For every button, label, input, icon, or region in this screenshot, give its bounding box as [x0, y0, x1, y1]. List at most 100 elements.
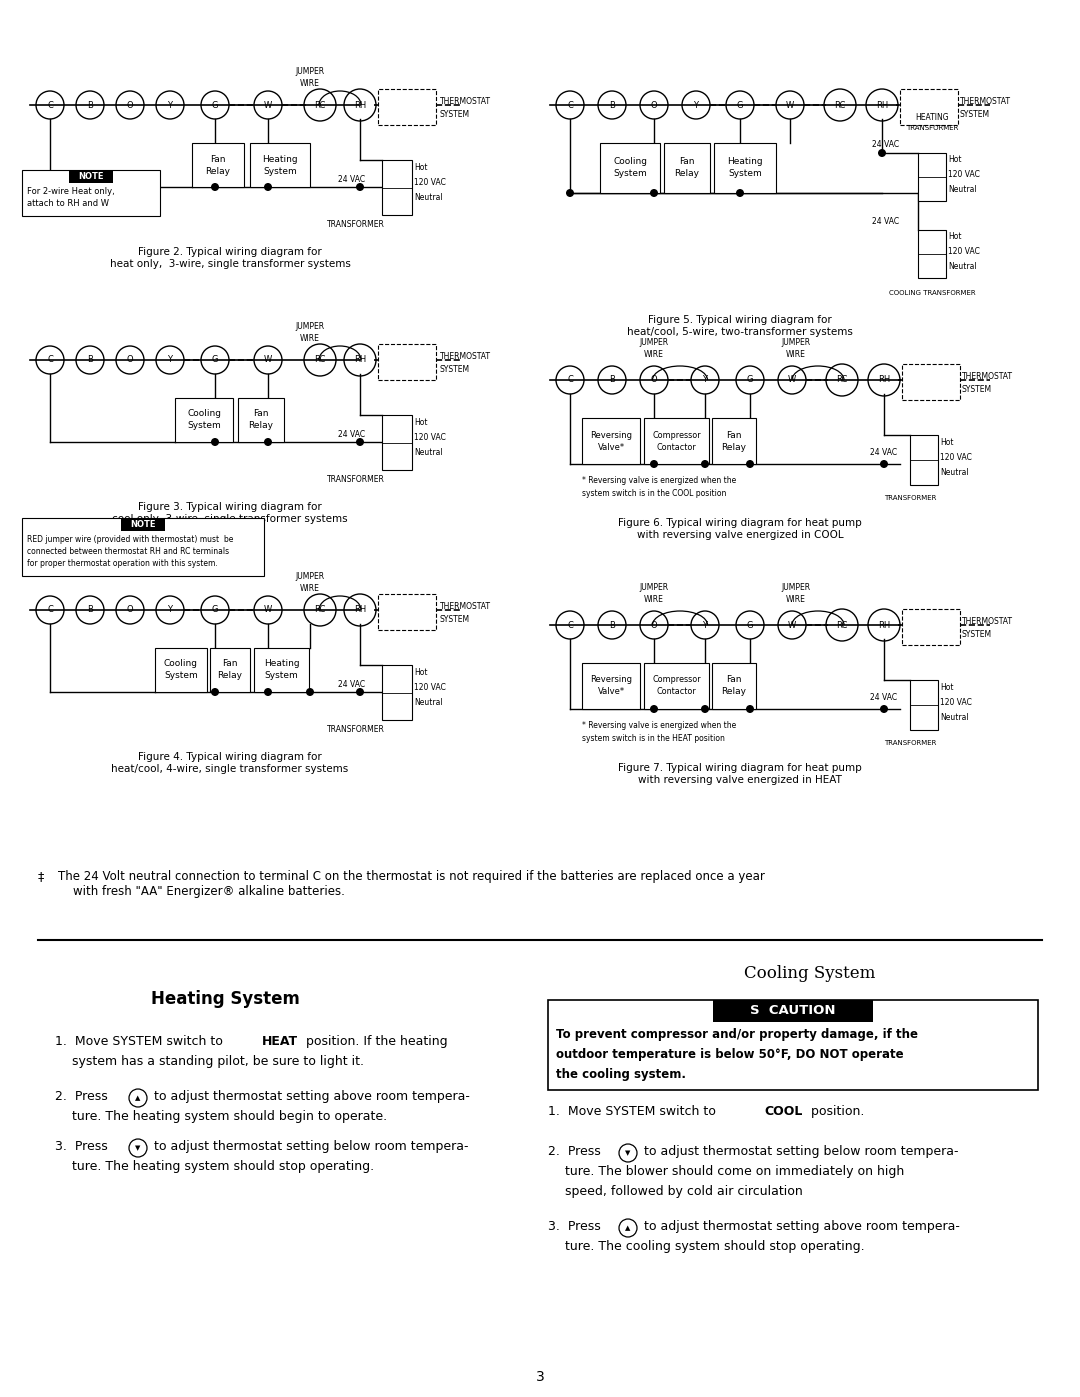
Text: Contactor: Contactor [657, 443, 697, 451]
Text: Hot: Hot [940, 683, 954, 692]
Circle shape [264, 439, 272, 446]
Text: RH: RH [876, 101, 888, 109]
Text: TRANSFORMER: TRANSFORMER [883, 740, 936, 746]
Text: Heating: Heating [262, 155, 298, 163]
Circle shape [701, 705, 708, 712]
Bar [378, 594, 436, 630]
Bar [910, 680, 939, 731]
Text: Hot: Hot [948, 155, 961, 163]
Text: Y: Y [167, 355, 173, 365]
Text: ‡: ‡ [38, 870, 44, 883]
Text: system switch is in the COOL position: system switch is in the COOL position [582, 489, 727, 497]
Text: JUMPER: JUMPER [296, 571, 325, 581]
Text: Y: Y [167, 101, 173, 109]
Text: 3.  Press: 3. Press [55, 1140, 111, 1153]
Text: 120 VAC: 120 VAC [940, 698, 972, 707]
Text: JUMPER: JUMPER [296, 67, 325, 75]
Text: Figure 5. Typical wiring diagram for
heat/cool, 5-wire, two-transformer systems: Figure 5. Typical wiring diagram for hea… [627, 314, 853, 337]
Text: ture. The cooling system should stop operating.: ture. The cooling system should stop ope… [565, 1241, 865, 1253]
Text: Y: Y [702, 376, 707, 384]
Circle shape [650, 189, 658, 197]
Circle shape [650, 460, 658, 468]
Text: G: G [212, 101, 218, 109]
Text: COOLING TRANSFORMER: COOLING TRANSFORMER [889, 291, 975, 296]
Text: Neutral: Neutral [414, 193, 443, 203]
Text: RH: RH [354, 355, 366, 365]
Text: Hot: Hot [414, 668, 428, 678]
Text: 120 VAC: 120 VAC [414, 683, 446, 692]
Text: RH: RH [878, 376, 890, 384]
Text: SYSTEM: SYSTEM [440, 365, 470, 374]
Text: to adjust thermostat setting below room tempera-: to adjust thermostat setting below room … [150, 1140, 469, 1153]
Text: RH: RH [354, 605, 366, 615]
Text: RH: RH [354, 101, 366, 109]
Text: C: C [567, 376, 572, 384]
Text: RC: RC [314, 605, 326, 615]
Text: Compressor: Compressor [652, 430, 701, 440]
Text: JUMPER: JUMPER [296, 321, 325, 331]
Bar [712, 418, 756, 464]
Text: JUMPER: JUMPER [639, 583, 669, 592]
Text: 120 VAC: 120 VAC [948, 170, 980, 179]
Text: to adjust thermostat setting above room tempera-: to adjust thermostat setting above room … [150, 1090, 470, 1104]
Text: to adjust thermostat setting above room tempera-: to adjust thermostat setting above room … [640, 1220, 960, 1234]
Text: speed, followed by cold air circulation: speed, followed by cold air circulation [565, 1185, 802, 1199]
Text: RH: RH [878, 620, 890, 630]
Circle shape [356, 687, 364, 696]
Text: W: W [788, 620, 796, 630]
Text: ture. The blower should come on immediately on high: ture. The blower should come on immediat… [565, 1165, 904, 1178]
Bar [548, 1000, 1038, 1090]
Bar [902, 609, 960, 645]
Text: Neutral: Neutral [940, 468, 969, 476]
Text: RED jumper wire (provided with thermostat) must  be: RED jumper wire (provided with thermosta… [27, 535, 233, 543]
Text: B: B [87, 101, 93, 109]
Text: Neutral: Neutral [940, 712, 969, 722]
Circle shape [735, 189, 744, 197]
Text: Neutral: Neutral [948, 263, 976, 271]
Circle shape [650, 705, 658, 712]
Bar [714, 142, 777, 193]
Text: 2.  Press: 2. Press [548, 1146, 605, 1158]
Circle shape [701, 460, 708, 468]
Text: Heating: Heating [264, 659, 299, 669]
Text: ture. The heating system should begin to operate.: ture. The heating system should begin to… [72, 1111, 387, 1123]
Text: Neutral: Neutral [948, 184, 976, 194]
Bar [644, 418, 708, 464]
Text: the cooling system.: the cooling system. [556, 1067, 686, 1081]
Text: 3.  Press: 3. Press [548, 1220, 605, 1234]
Text: Fan: Fan [211, 155, 226, 163]
Text: To prevent compressor and/or property damage, if the: To prevent compressor and/or property da… [556, 1028, 918, 1041]
Text: ▼: ▼ [625, 1150, 631, 1155]
Text: JUMPER: JUMPER [782, 338, 811, 346]
Text: THERMOSTAT: THERMOSTAT [440, 602, 491, 610]
Text: System: System [164, 672, 198, 680]
Text: Cooling: Cooling [613, 158, 647, 166]
Text: B: B [609, 101, 615, 109]
Bar [249, 142, 310, 187]
Text: S  CAUTION: S CAUTION [751, 1004, 836, 1017]
Circle shape [264, 687, 272, 696]
Text: 1.  Move SYSTEM switch to: 1. Move SYSTEM switch to [55, 1035, 227, 1048]
Text: SYSTEM: SYSTEM [440, 110, 470, 119]
Text: Fan: Fan [253, 409, 269, 419]
Bar [378, 89, 436, 124]
Text: Relay: Relay [721, 443, 746, 451]
Text: TRANSFORMER: TRANSFORMER [327, 725, 384, 733]
Text: G: G [746, 376, 753, 384]
Text: attach to RH and W: attach to RH and W [27, 198, 109, 208]
Text: W: W [264, 355, 272, 365]
Text: Hot: Hot [414, 163, 428, 172]
Circle shape [211, 439, 219, 446]
Text: position. If the heating: position. If the heating [302, 1035, 447, 1048]
Text: O: O [126, 101, 133, 109]
Text: Figure 4. Typical wiring diagram for
heat/cool, 4-wire, single transformer syste: Figure 4. Typical wiring diagram for hea… [111, 752, 349, 774]
Text: Heating: Heating [727, 158, 762, 166]
Text: O: O [650, 620, 658, 630]
Text: TRANSFORMER: TRANSFORMER [883, 495, 936, 502]
Text: JUMPER: JUMPER [639, 338, 669, 346]
Bar [192, 142, 244, 187]
Text: Y: Y [693, 101, 699, 109]
Text: 24 VAC: 24 VAC [338, 175, 365, 184]
Text: 120 VAC: 120 VAC [414, 433, 446, 441]
Text: system switch is in the HEAT position: system switch is in the HEAT position [582, 733, 725, 743]
